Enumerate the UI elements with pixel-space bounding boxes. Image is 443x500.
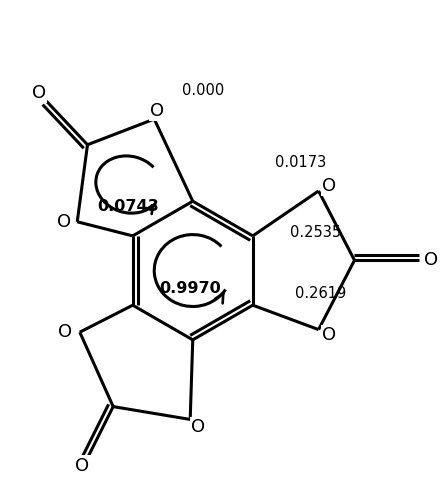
Text: 0.2619: 0.2619 [295,286,347,301]
Text: O: O [322,177,336,195]
Text: O: O [424,252,439,270]
Text: O: O [150,102,164,120]
Text: O: O [322,326,336,344]
Text: O: O [191,418,205,436]
Text: O: O [58,323,73,341]
Text: 0.2535: 0.2535 [290,224,342,240]
Text: 0.0743: 0.0743 [98,199,159,214]
Text: O: O [75,456,89,474]
Text: 0.9970: 0.9970 [159,281,221,296]
Text: 0.000: 0.000 [183,84,225,98]
Text: 0.0173: 0.0173 [275,155,326,170]
Text: O: O [57,213,71,231]
Text: O: O [31,84,46,102]
